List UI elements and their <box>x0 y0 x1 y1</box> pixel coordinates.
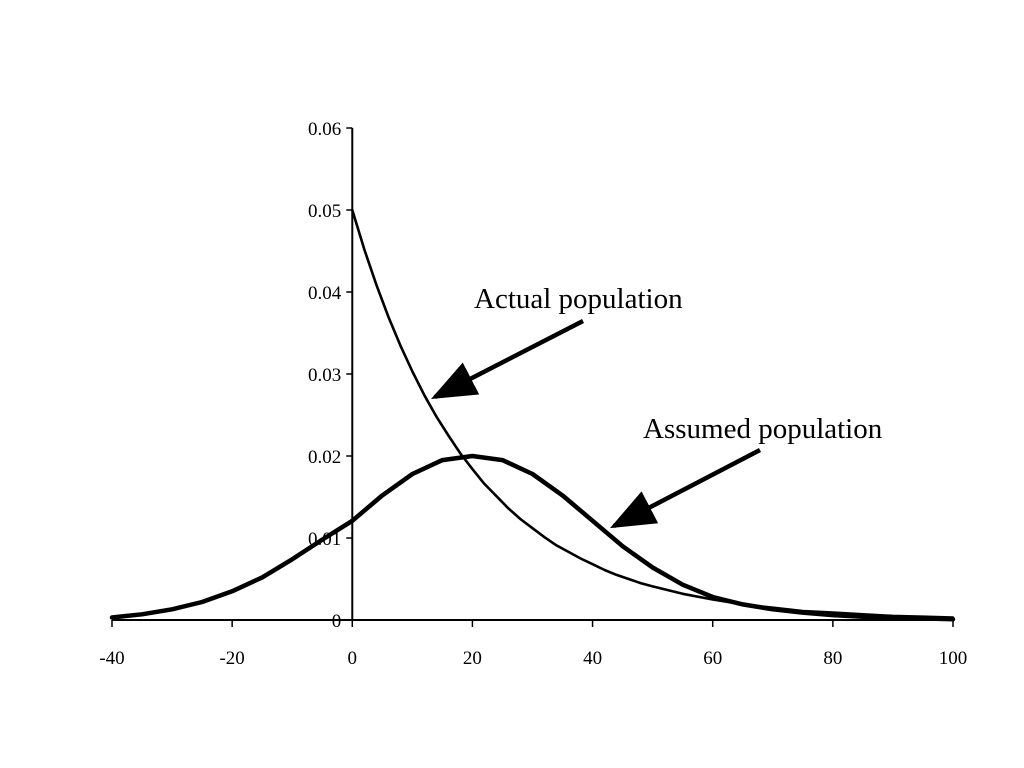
y-tick-label: 0 <box>332 611 342 632</box>
annotation-assumed: Assumed population <box>610 413 883 529</box>
y-tick-label: 0.04 <box>308 283 342 304</box>
annotation-assumed-label: Assumed population <box>643 413 883 445</box>
x-tick-label: -40 <box>99 648 124 669</box>
y-ticks: 00.010.020.030.040.050.06 <box>308 119 353 632</box>
x-tick-label: 60 <box>703 648 722 669</box>
annotation-actual-label: Actual population <box>474 283 683 315</box>
series-line-assumed <box>109 453 956 622</box>
y-tick-label: 0.06 <box>308 119 341 140</box>
y-tick-label: 0.02 <box>308 447 341 468</box>
x-tick-label: 100 <box>939 648 968 669</box>
y-tick-label: 0.05 <box>308 201 341 222</box>
axes: -40 -20 0 20 40 60 80 100 00.010.020.030.040.05… <box>99 119 967 669</box>
x-ticks: -40 -20 0 20 40 60 80 100 <box>99 620 967 669</box>
x-tick-label: 0 <box>348 648 358 669</box>
x-tick-label: 20 <box>463 648 482 669</box>
x-tick-label: 40 <box>583 648 602 669</box>
series-layer <box>109 208 956 622</box>
annotations: Actual population Assumed population <box>430 283 883 529</box>
annotation-actual: Actual population <box>430 283 683 400</box>
annotation-assumed-arrow <box>610 448 762 529</box>
y-tick-label: 0.03 <box>308 365 341 386</box>
x-tick-label: -20 <box>219 648 244 669</box>
x-tick-label: 80 <box>823 648 842 669</box>
annotation-actual-arrow <box>430 318 585 400</box>
